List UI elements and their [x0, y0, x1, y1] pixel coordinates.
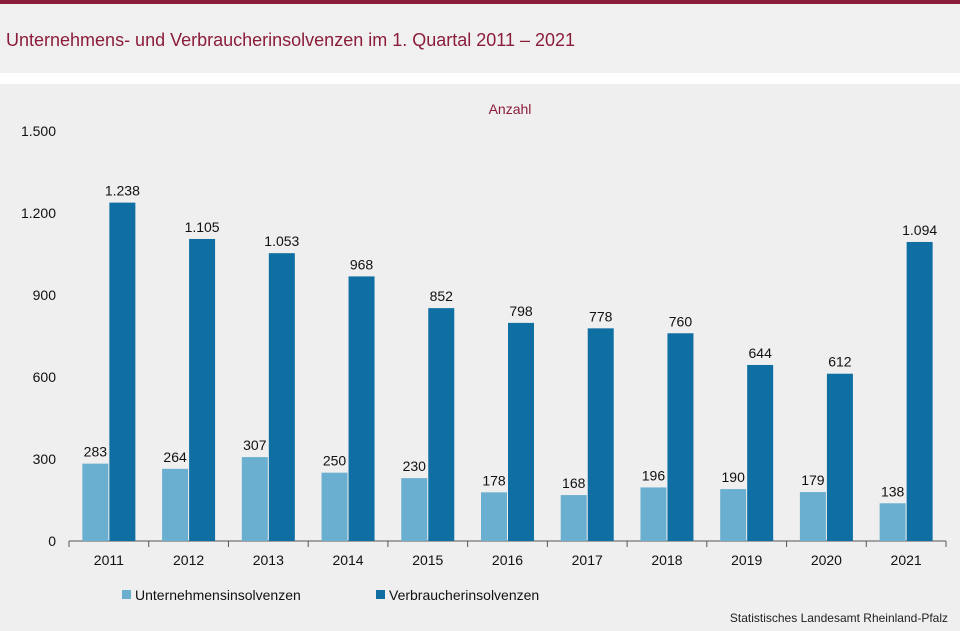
x-tick-label: 2012 — [173, 552, 204, 568]
data-label: 612 — [828, 354, 852, 370]
x-tick-label: 2016 — [492, 552, 523, 568]
bar-verbraucherinsolvenzen — [109, 202, 136, 541]
x-tick-label: 2017 — [572, 552, 603, 568]
bar-verbraucherinsolvenzen — [826, 373, 853, 541]
x-tick-label: 2021 — [891, 552, 922, 568]
x-tick-label: 2013 — [253, 552, 284, 568]
x-tick-label: 2018 — [651, 552, 682, 568]
x-tick-label: 2020 — [811, 552, 842, 568]
x-tick-label: 2015 — [412, 552, 443, 568]
data-label: 138 — [881, 483, 905, 499]
bar-unternehmensinsolvenzen — [879, 503, 906, 541]
chart-panel: Anzahl 0 300 600 900 1.200 1.500 2011 283 1.238 20… — [0, 84, 960, 631]
bar-verbraucherinsolvenzen — [906, 241, 933, 541]
bar-unternehmensinsolvenzen — [640, 487, 667, 541]
y-tick-label: 1.200 — [21, 205, 56, 221]
data-label: 168 — [562, 475, 586, 491]
data-label: 307 — [243, 437, 267, 453]
data-label: 196 — [642, 467, 666, 483]
bar-unternehmensinsolvenzen — [401, 478, 428, 541]
bar-unternehmensinsolvenzen — [799, 492, 826, 541]
data-label: 283 — [84, 444, 108, 460]
data-label: 644 — [749, 345, 773, 361]
bar-unternehmensinsolvenzen — [720, 489, 747, 541]
legend-label: Unternehmensinsolvenzen — [135, 587, 301, 603]
x-tick-label: 2019 — [731, 552, 762, 568]
data-label: 798 — [509, 303, 533, 319]
bar-unternehmensinsolvenzen — [560, 495, 587, 541]
bar-verbraucherinsolvenzen — [348, 276, 375, 541]
bar-unternehmensinsolvenzen — [162, 468, 189, 541]
data-label: 230 — [403, 458, 427, 474]
bar-chart: Anzahl 0 300 600 900 1.200 1.500 2011 283 1.238 20… — [21, 101, 947, 603]
data-label: 1.053 — [264, 233, 299, 249]
header: Unternehmens- und Verbraucherinsolvenzen… — [0, 4, 960, 73]
bar-verbraucherinsolvenzen — [189, 238, 216, 541]
top-rule — [0, 0, 960, 4]
unit-label: Anzahl — [489, 101, 532, 117]
legend-label: Verbraucherinsolvenzen — [389, 587, 539, 603]
bar-unternehmensinsolvenzen — [241, 457, 268, 541]
y-tick-label: 300 — [33, 451, 57, 467]
data-label: 1.105 — [185, 219, 220, 235]
source-label: Statistisches Landesamt Rheinland-Pfalz — [729, 611, 948, 625]
bar-verbraucherinsolvenzen — [428, 308, 455, 541]
bar-verbraucherinsolvenzen — [508, 322, 534, 541]
bar-verbraucherinsolvenzen — [747, 364, 774, 541]
page-title: Unternehmens- und Verbraucherinsolvenzen… — [6, 30, 576, 50]
bar-unternehmensinsolvenzen — [82, 463, 109, 541]
bar-unternehmensinsolvenzen — [321, 472, 348, 541]
bar-unternehmensinsolvenzen — [481, 492, 507, 541]
data-label: 778 — [589, 308, 613, 324]
y-tick-label: 0 — [48, 533, 56, 549]
data-label: 852 — [430, 288, 454, 304]
y-tick-label: 1.500 — [21, 123, 56, 139]
x-tick-label: 2011 — [94, 552, 124, 568]
data-label: 250 — [323, 453, 347, 469]
data-label: 1.094 — [902, 222, 937, 238]
x-tick-label: 2014 — [332, 552, 363, 568]
y-tick-label: 900 — [33, 287, 57, 303]
data-label: 1.238 — [105, 183, 140, 199]
data-label: 179 — [801, 472, 825, 488]
data-label: 264 — [163, 449, 187, 465]
data-label: 190 — [722, 469, 746, 485]
bar-verbraucherinsolvenzen — [268, 253, 295, 541]
legend-swatch — [376, 590, 385, 599]
data-label: 178 — [482, 472, 506, 488]
data-label: 760 — [669, 313, 693, 329]
y-tick-label: 600 — [33, 369, 57, 385]
bar-verbraucherinsolvenzen — [587, 328, 614, 541]
legend-swatch — [122, 590, 131, 599]
bar-verbraucherinsolvenzen — [667, 333, 694, 541]
data-label: 968 — [350, 256, 374, 272]
